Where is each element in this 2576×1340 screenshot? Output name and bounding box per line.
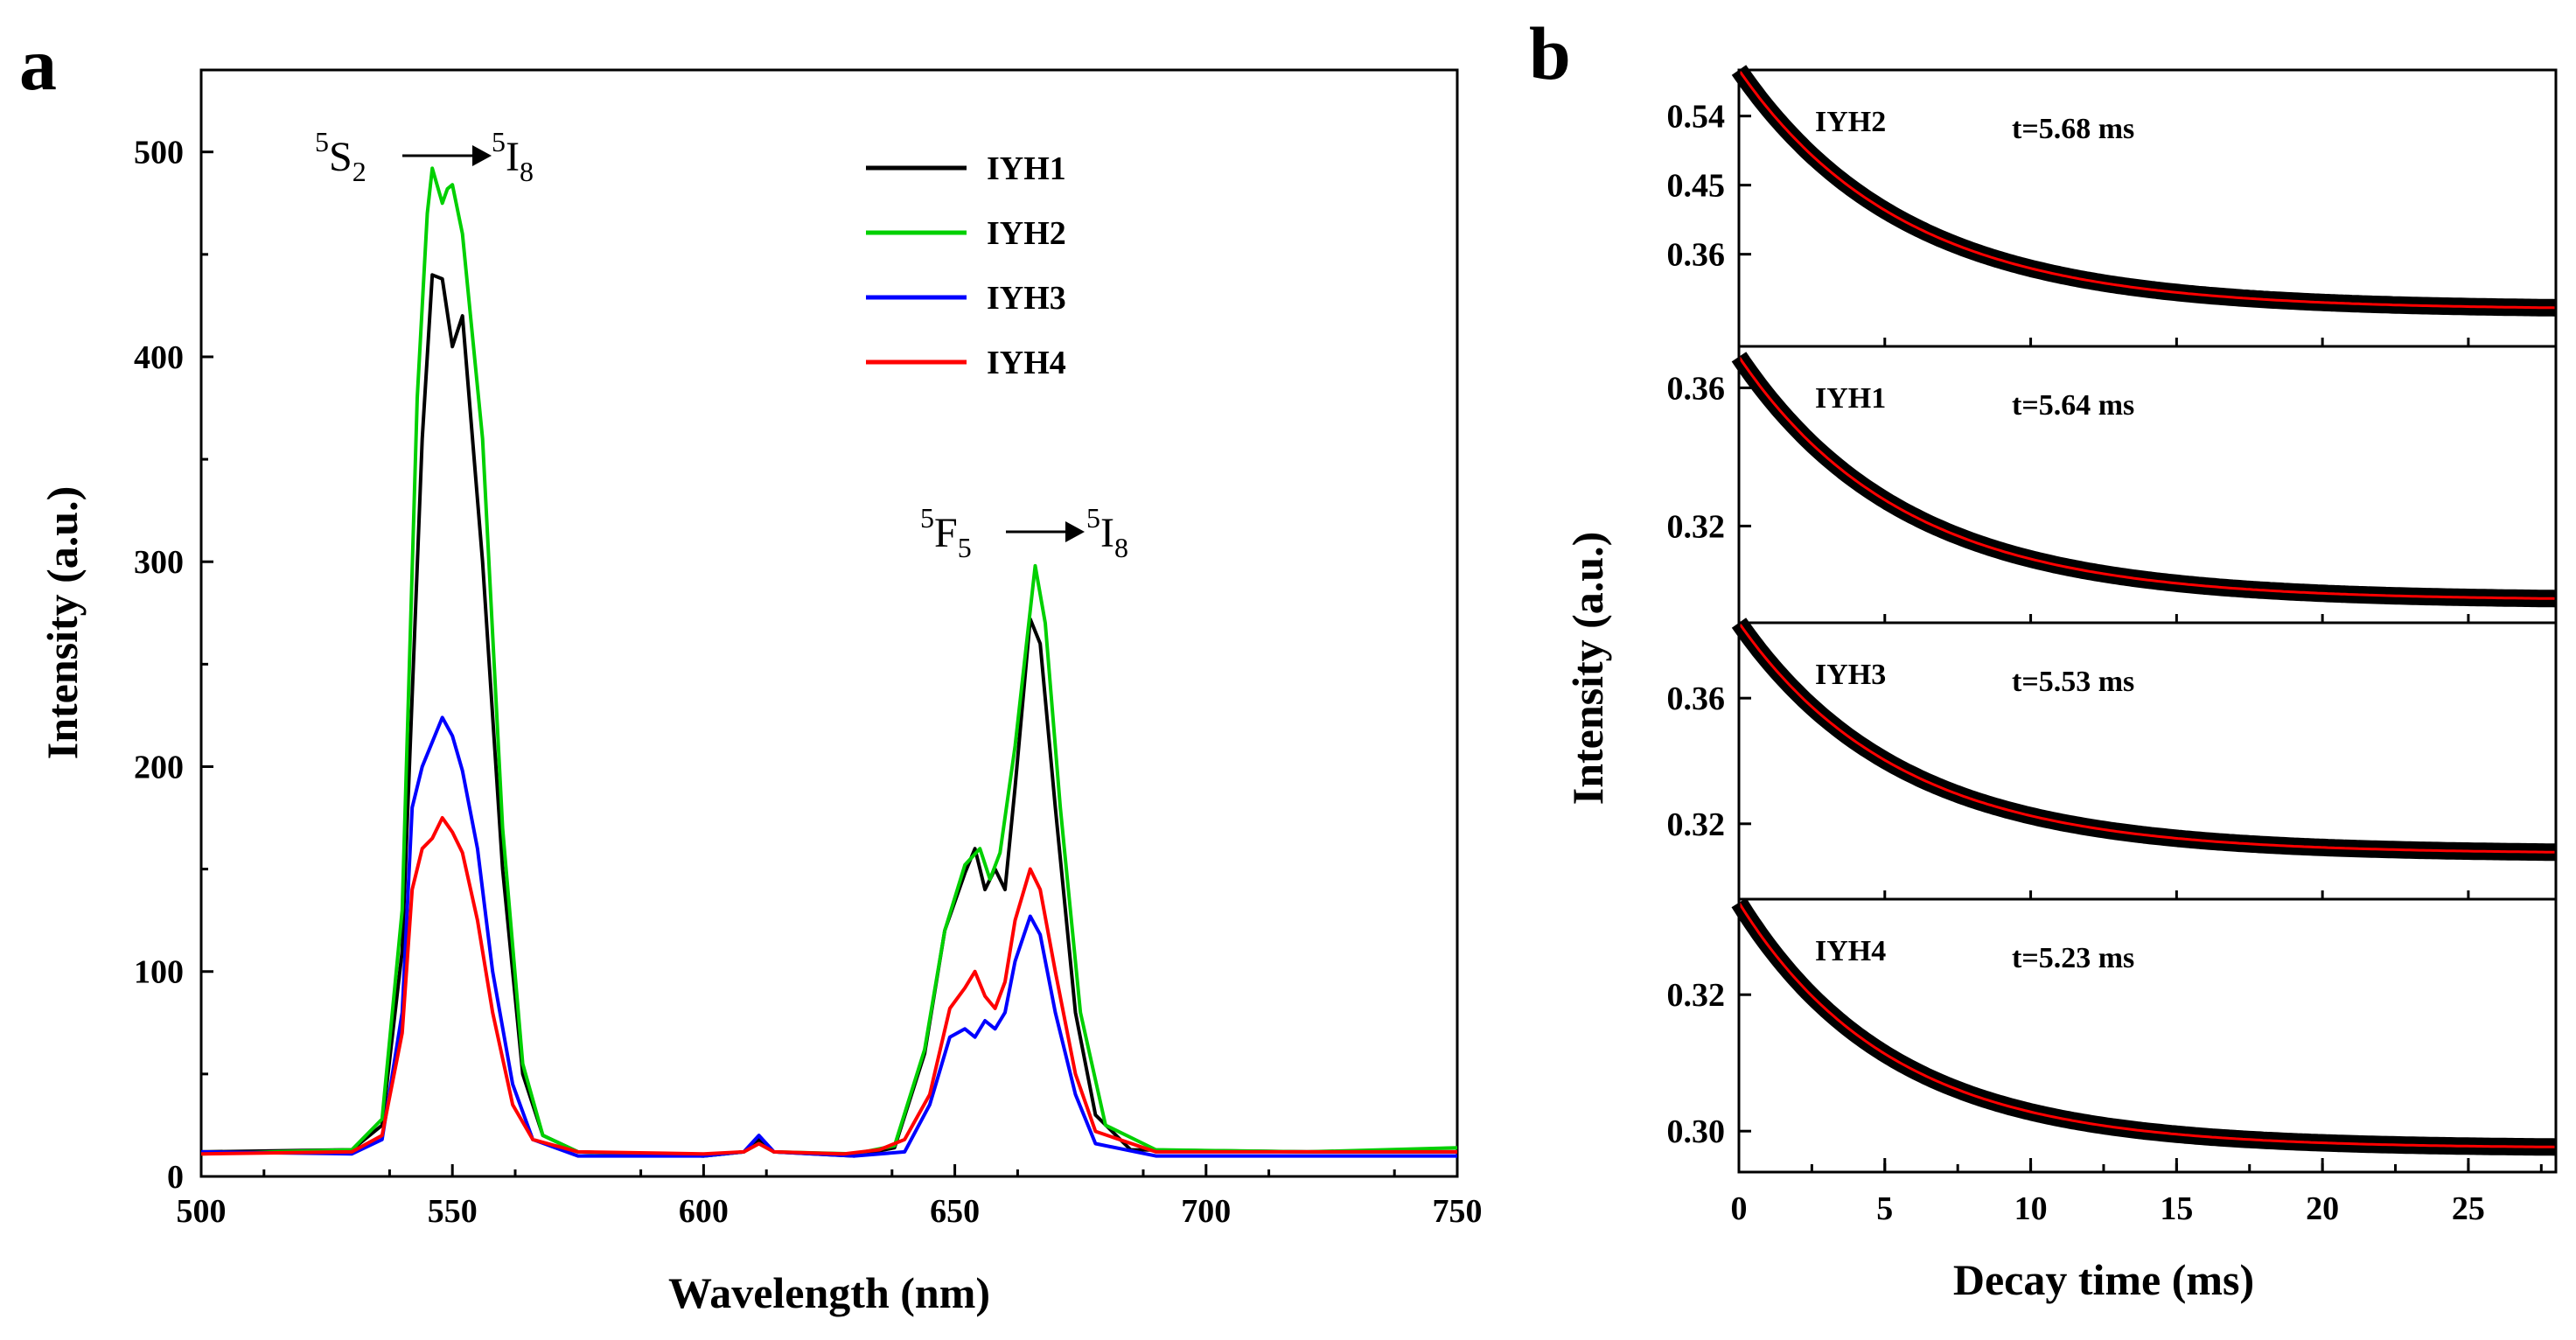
decay-subplot-iyh4: 0.30 0.32 IYH4 t=5.23 ms bbox=[1667, 897, 2562, 1174]
svg-text:5S2: 5S2 bbox=[315, 126, 367, 187]
lifetime-label-iyh1: t=5.64 ms bbox=[2012, 389, 2134, 422]
panel-a-ticks: 500 550 600 650 700 750 0 100 200 300 400 500 bbox=[134, 135, 1483, 1230]
lifetime-label-iyh3: t=5.53 ms bbox=[2012, 666, 2134, 698]
subplot-label-iyh3: IYH3 bbox=[1815, 659, 1886, 691]
decay-fit-iyh4 bbox=[1737, 902, 2557, 1148]
y-tick-label: 500 bbox=[134, 135, 184, 171]
series-line-iyh4 bbox=[200, 816, 1457, 1156]
subplot-label-iyh2: IYH2 bbox=[1815, 106, 1886, 138]
panel-a-spectrum-chart: 500 550 600 650 700 750 0 100 200 300 400 500 Wavel… bbox=[38, 68, 1483, 1317]
decay-data-iyh3 bbox=[1731, 618, 2562, 862]
legend-label-iyh2: IYH2 bbox=[987, 215, 1066, 252]
panel-a-ylabel: Intensity (a.u.) bbox=[38, 486, 87, 760]
y-tick-label: 0.32 bbox=[1667, 806, 1726, 843]
y-tick-label: 0.36 bbox=[1667, 237, 1726, 274]
panel-a-letter: a bbox=[19, 22, 57, 106]
y-tick-label: 0.32 bbox=[1667, 977, 1726, 1014]
x-tick-label: 20 bbox=[2306, 1190, 2339, 1227]
svg-text:5I8: 5I8 bbox=[492, 126, 534, 187]
annotation-5f5-5i8: 5F5 5I8 bbox=[920, 502, 1128, 563]
panel-b-letter: b bbox=[1529, 11, 1571, 95]
x-tick-label: 650 bbox=[930, 1193, 980, 1230]
x-tick-label: 750 bbox=[1433, 1193, 1483, 1230]
decay-frame-iyh4 bbox=[1737, 897, 2558, 1174]
lifetime-label-iyh2: t=5.68 ms bbox=[2012, 113, 2134, 145]
y-tick-label: 300 bbox=[134, 544, 184, 581]
svg-text:5I8: 5I8 bbox=[1086, 502, 1128, 563]
decay-subplot-iyh1: 0.32 0.36 IYH1 t=5.64 ms bbox=[1667, 345, 2562, 625]
y-tick-label: 0.54 bbox=[1667, 99, 1726, 136]
x-tick-label: 600 bbox=[679, 1193, 729, 1230]
y-tick-label: 0.36 bbox=[1667, 370, 1726, 407]
panel-a-legend: IYH1 IYH2 IYH3 IYH4 bbox=[866, 150, 1066, 381]
y-tick-label: 400 bbox=[134, 339, 184, 376]
panel-b-subplots: 0.36 0.45 0.54 IYH2 t=5.68 ms 0.32 0.36 IYH1 t=5… bbox=[1667, 65, 2562, 1174]
decay-fit-iyh1 bbox=[1737, 355, 2557, 600]
decay-fit-iyh3 bbox=[1737, 622, 2557, 854]
annotation-5s2-5i8: 5S2 5I8 bbox=[315, 126, 534, 187]
panel-a-xlabel: Wavelength (nm) bbox=[668, 1268, 990, 1317]
series-line-iyh2 bbox=[200, 166, 1458, 1158]
decay-subplot-iyh3: 0.32 0.36 IYH3 t=5.53 ms bbox=[1667, 618, 2562, 901]
x-tick-label: 25 bbox=[2452, 1190, 2485, 1227]
panel-b-ylabel: Intensity (a.u.) bbox=[1563, 532, 1612, 806]
panel-b-decay-chart: 0.36 0.45 0.54 IYH2 t=5.68 ms 0.32 0.36 IYH1 t=5… bbox=[1563, 65, 2562, 1304]
lifetime-label-iyh4: t=5.23 ms bbox=[2012, 942, 2134, 974]
y-tick-label: 0.36 bbox=[1667, 680, 1726, 717]
decay-subplot-iyh2: 0.36 0.45 0.54 IYH2 t=5.68 ms bbox=[1667, 65, 2562, 348]
panel-a-series bbox=[200, 166, 1458, 1158]
y-tick-label: 0.32 bbox=[1667, 508, 1726, 545]
legend-label-iyh4: IYH4 bbox=[987, 345, 1066, 381]
subplot-label-iyh4: IYH4 bbox=[1815, 935, 1886, 967]
x-tick-label: 5 bbox=[1876, 1190, 1893, 1227]
y-tick-label: 100 bbox=[134, 954, 184, 991]
panel-b-xlabel: Decay time (ms) bbox=[1953, 1255, 2254, 1304]
x-tick-label: 550 bbox=[428, 1193, 478, 1230]
panel-b-x-ticks: 0 5 10 15 20 25 bbox=[1731, 1158, 2543, 1227]
panel-a-frame bbox=[199, 68, 1459, 1178]
x-tick-label: 10 bbox=[2014, 1190, 2048, 1227]
x-tick-label: 700 bbox=[1181, 1193, 1231, 1230]
legend-label-iyh1: IYH1 bbox=[987, 150, 1066, 187]
legend-label-iyh3: IYH3 bbox=[987, 280, 1066, 317]
series-line-iyh3 bbox=[200, 715, 1457, 1158]
decay-fit-iyh2 bbox=[1737, 69, 2557, 310]
x-tick-label: 0 bbox=[1731, 1190, 1748, 1227]
y-tick-label: 0 bbox=[167, 1159, 184, 1196]
svg-text:5F5: 5F5 bbox=[920, 502, 972, 563]
y-tick-label: 0.30 bbox=[1667, 1113, 1726, 1150]
subplot-label-iyh1: IYH1 bbox=[1815, 382, 1886, 415]
y-tick-label: 200 bbox=[134, 749, 184, 785]
x-tick-label: 500 bbox=[177, 1193, 227, 1230]
x-tick-label: 15 bbox=[2160, 1190, 2193, 1227]
y-tick-label: 0.45 bbox=[1667, 168, 1726, 205]
